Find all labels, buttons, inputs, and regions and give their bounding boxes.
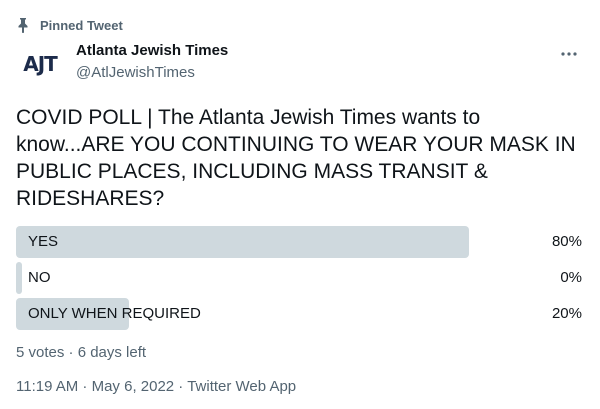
- poll-meta: 5 votes · 6 days left: [16, 344, 147, 361]
- poll-bar: [16, 226, 469, 258]
- more-options-button[interactable]: [554, 40, 584, 64]
- pinned-label: Pinned Tweet: [40, 17, 123, 33]
- poll-option-yes: YES 80%: [16, 226, 584, 258]
- tweet-timestamp[interactable]: 11:19 AM · May 6, 2022 · Twitter Web App: [16, 378, 297, 395]
- poll-bar: [16, 262, 22, 294]
- author-handle[interactable]: @AtlJewishTimes: [76, 64, 195, 81]
- pin-icon: [16, 17, 30, 33]
- poll-option-only-when-required: ONLY WHEN REQUIRED 20%: [16, 298, 584, 330]
- more-icon: [561, 43, 577, 61]
- poll-bar: [16, 298, 129, 330]
- avatar-logo-text: AJT: [23, 52, 58, 76]
- poll-option-label: ONLY WHEN REQUIRED: [28, 305, 201, 322]
- tweet-header: AJT Atlanta Jewish Times @AtlJewishTimes: [16, 40, 584, 84]
- poll-option-label: NO: [28, 269, 51, 286]
- author-name[interactable]: Atlanta Jewish Times: [76, 42, 229, 59]
- avatar[interactable]: AJT: [16, 44, 64, 84]
- poll-option-percent: 0%: [560, 269, 582, 286]
- tweet-text: COVID POLL | The Atlanta Jewish Times wa…: [16, 106, 576, 210]
- pinned-tweet-indicator: Pinned Tweet: [16, 16, 123, 34]
- poll-option-percent: 20%: [551, 305, 582, 322]
- poll-option-percent: 80%: [551, 233, 582, 250]
- poll-option-no: NO 0%: [16, 262, 584, 294]
- poll-option-label: YES: [28, 233, 59, 250]
- poll: YES 80% NO 0% ONLY WHEN REQUIRED 20%: [16, 226, 584, 334]
